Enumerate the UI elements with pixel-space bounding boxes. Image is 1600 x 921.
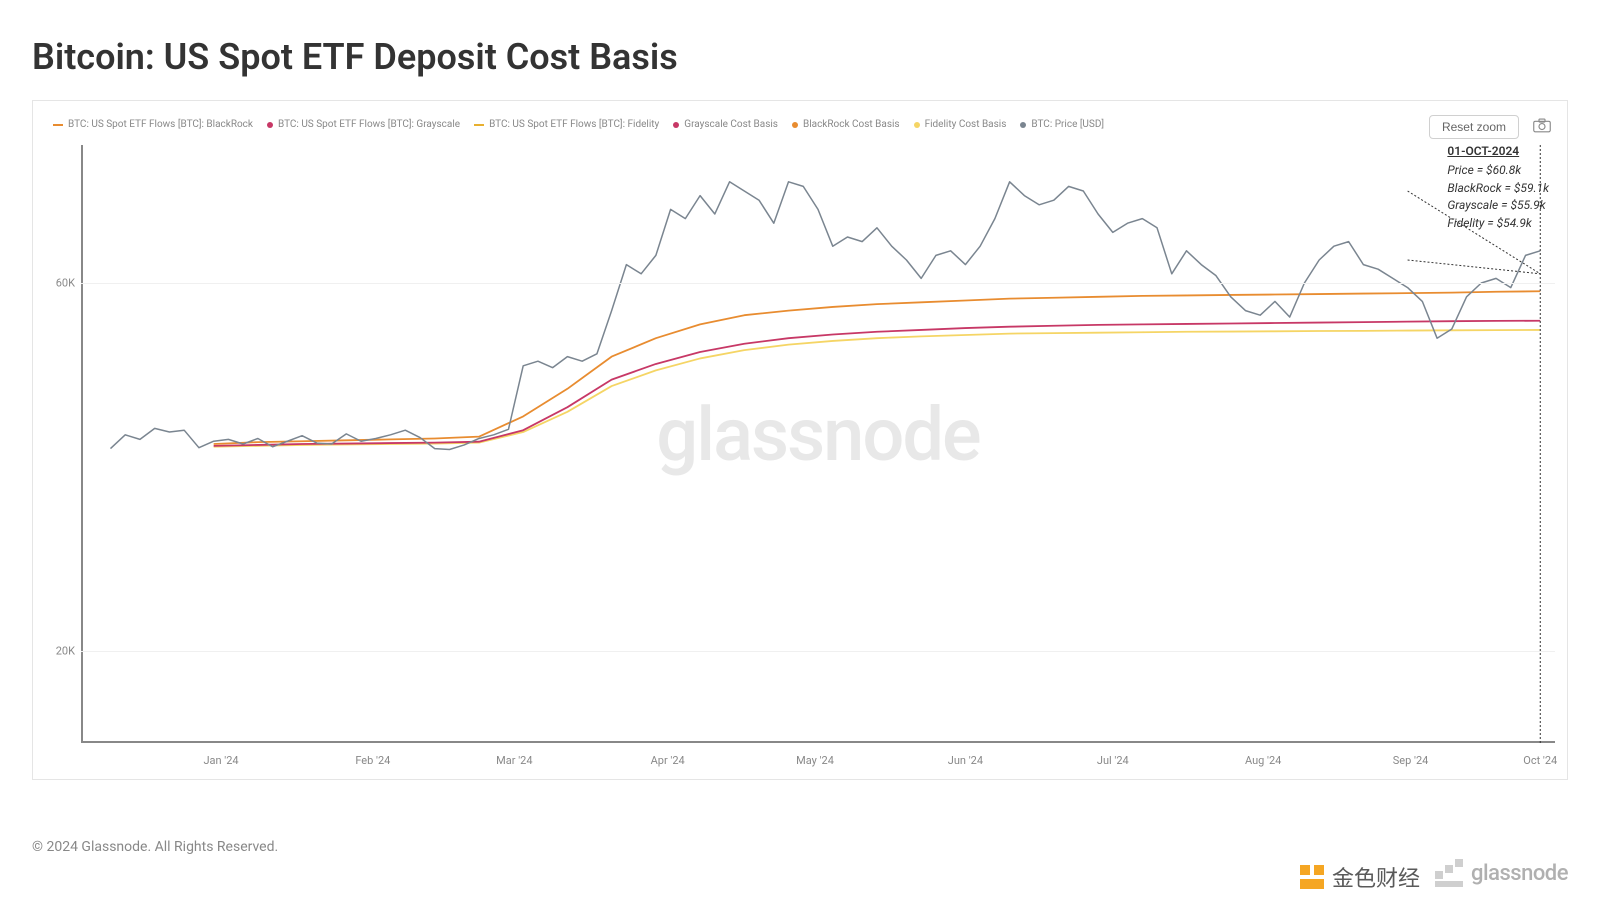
line-blackrock (214, 291, 1541, 444)
line-fidelity (214, 330, 1541, 447)
overlay-logo-text: 金色财经 (1332, 861, 1420, 893)
annotation-line: Price = $60.8k (1447, 162, 1549, 179)
brand-text: glassnode (1471, 861, 1568, 886)
x-tick-label: Jan '24 (203, 754, 238, 767)
reset-zoom-button[interactable]: Reset zoom (1429, 115, 1519, 139)
legend-marker (673, 122, 679, 128)
y-tick-label: 60K (35, 277, 75, 290)
overlay-logo-icon (1298, 863, 1326, 891)
legend-marker (914, 122, 920, 128)
legend-marker (267, 122, 273, 128)
legend-item[interactable]: Fidelity Cost Basis (914, 119, 1007, 130)
chart-lines (81, 145, 1555, 743)
x-tick-label: Mar '24 (496, 754, 532, 767)
chart-annotation: 01-OCT-2024 Price = $60.8k BlackRock = $… (1447, 143, 1549, 232)
legend-item[interactable]: Grayscale Cost Basis (673, 119, 778, 130)
legend-label: BTC: Price [USD] (1031, 119, 1104, 130)
line-grayscale (214, 321, 1541, 446)
legend-marker (53, 124, 63, 126)
brand-footer: glassnode (1435, 859, 1568, 887)
legend-label: Grayscale Cost Basis (684, 119, 778, 130)
x-tick-label: Oct '24 (1523, 754, 1557, 767)
legend-label: BTC: US Spot ETF Flows [BTC]: BlackRock (68, 119, 253, 130)
legend-item[interactable]: BTC: US Spot ETF Flows [BTC]: BlackRock (53, 119, 253, 130)
x-tick-label: Sep '24 (1393, 754, 1429, 767)
chart-legend: BTC: US Spot ETF Flows [BTC]: BlackRock B… (53, 119, 1367, 130)
legend-marker (1020, 122, 1026, 128)
legend-label: BTC: US Spot ETF Flows [BTC]: Grayscale (278, 119, 460, 130)
legend-label: BlackRock Cost Basis (803, 119, 900, 130)
legend-label: BTC: US Spot ETF Flows [BTC]: Fidelity (489, 119, 659, 130)
plot-area: glassnode 20K60KJan '24Feb '24Mar '24Apr… (81, 145, 1555, 743)
legend-item[interactable]: BlackRock Cost Basis (792, 119, 900, 130)
x-tick-label: Jul '24 (1097, 754, 1129, 767)
page-title: Bitcoin: US Spot ETF Deposit Cost Basis (32, 36, 678, 78)
annotation-line: Fidelity = $54.9k (1447, 215, 1549, 232)
x-tick-label: Aug '24 (1245, 754, 1281, 767)
x-tick-label: Jun '24 (948, 754, 983, 767)
x-tick-label: May '24 (796, 754, 834, 767)
y-gridline (81, 651, 1555, 652)
legend-item[interactable]: BTC: US Spot ETF Flows [BTC]: Fidelity (474, 119, 659, 130)
annotation-date: 01-OCT-2024 (1447, 143, 1549, 162)
brand-icon (1435, 859, 1463, 887)
annotation-line: BlackRock = $59.1k (1447, 180, 1549, 197)
x-tick-label: Apr '24 (651, 754, 685, 767)
overlay-logo: 金色财经 (1298, 861, 1420, 893)
annotation-line: Grayscale = $55.9k (1447, 197, 1549, 214)
screenshot-icon[interactable] (1533, 117, 1551, 133)
y-gridline (81, 283, 1555, 284)
copyright: © 2024 Glassnode. All Rights Reserved. (32, 839, 278, 855)
line-price (110, 182, 1540, 450)
chart-container: BTC: US Spot ETF Flows [BTC]: BlackRock B… (32, 100, 1568, 780)
legend-marker (474, 124, 484, 126)
y-tick-label: 20K (35, 645, 75, 658)
legend-marker (792, 122, 798, 128)
x-tick-label: Feb '24 (355, 754, 390, 767)
legend-item[interactable]: BTC: Price [USD] (1020, 119, 1104, 130)
legend-label: Fidelity Cost Basis (925, 119, 1007, 130)
legend-item[interactable]: BTC: US Spot ETF Flows [BTC]: Grayscale (267, 119, 460, 130)
